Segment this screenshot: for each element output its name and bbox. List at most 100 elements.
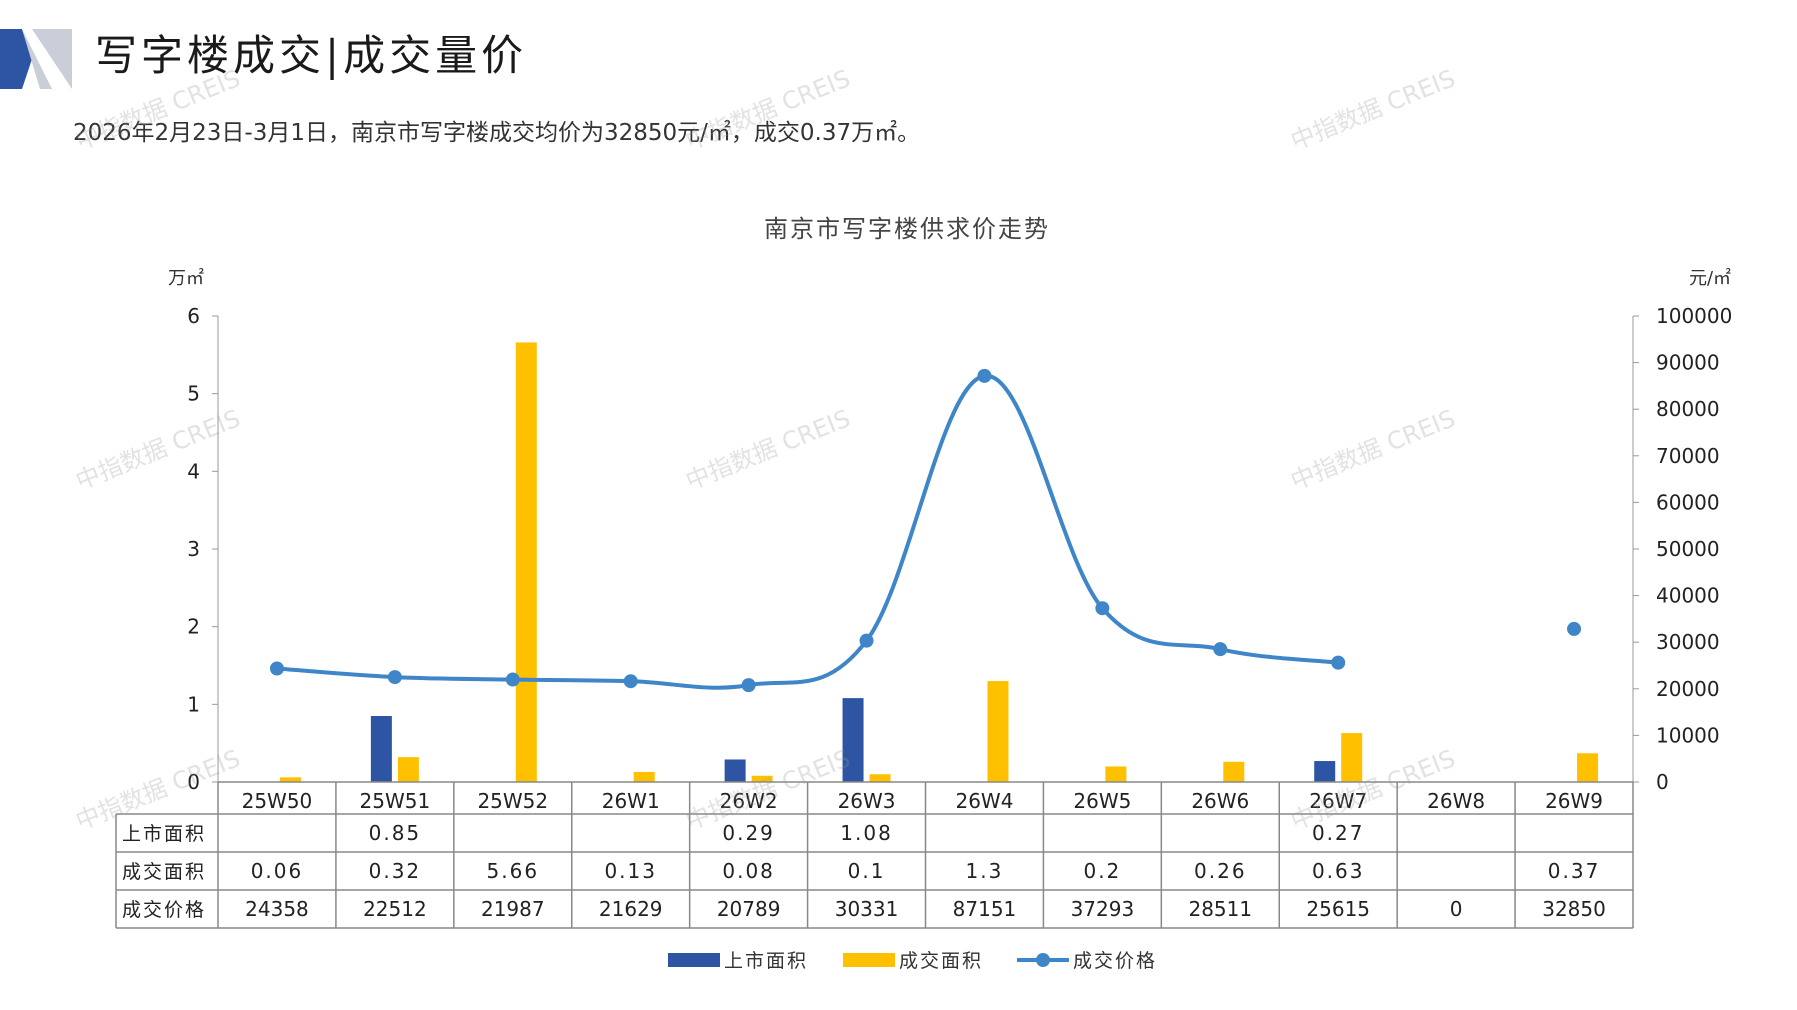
table-row-header: 上市面积	[122, 823, 206, 845]
y-right-tick-label: 100000	[1656, 304, 1732, 328]
accent-slash-shape	[22, 29, 72, 89]
bar-deal-26W9	[1577, 753, 1599, 782]
table-cell-value: 0.29	[722, 821, 775, 845]
table-cell-value: 0.06	[251, 859, 304, 883]
table-cell-value: 22512	[363, 897, 427, 921]
table-cell-value: 24358	[245, 897, 309, 921]
table-cell-value: 5.66	[487, 859, 540, 883]
price-point-25W52	[505, 672, 520, 687]
y-right-tick-label: 70000	[1656, 444, 1720, 468]
watermark: 中指数据 CREIS	[682, 404, 854, 495]
table-cell-value: 87151	[953, 897, 1017, 921]
y-right-tick-label: 20000	[1656, 677, 1720, 701]
y-left-tick-label: 5	[187, 382, 200, 406]
y-right-tick-label: 90000	[1656, 351, 1720, 375]
table-cell-value: 0.08	[722, 859, 775, 883]
table-cell-value: 25615	[1306, 897, 1370, 921]
y-left-tick-label: 2	[187, 615, 200, 639]
watermark: 中指数据 CREIS	[682, 64, 854, 155]
table-cell-value: 0.1	[848, 859, 886, 883]
y-left-tick-label: 1	[187, 692, 200, 716]
table-cell-value: 20789	[717, 897, 781, 921]
table-cell-value: 28511	[1188, 897, 1252, 921]
table-cell-value: 0.27	[1312, 821, 1365, 845]
table-cell-value: 32850	[1542, 897, 1606, 921]
x-tick-label: 25W52	[477, 789, 548, 813]
bar-supply-26W2	[724, 759, 746, 782]
bar-deal-25W51	[397, 757, 419, 782]
bar-deal-25W52	[515, 342, 537, 782]
legend-deal-label: 成交面积	[899, 950, 983, 972]
price-point-26W5	[1095, 601, 1110, 616]
table-cell-value: 30331	[835, 897, 899, 921]
x-tick-label: 26W5	[1073, 789, 1131, 813]
table-cell-value: 0.13	[604, 859, 657, 883]
x-tick-label: 26W4	[955, 789, 1013, 813]
table-row-header: 成交面积	[122, 861, 206, 883]
header: 写字楼成交|成交量价	[0, 0, 1797, 100]
bar-deal-26W1	[633, 771, 655, 782]
table-cell-value: 37293	[1071, 897, 1135, 921]
y-left-tick-label: 3	[187, 537, 200, 561]
y-right-tick-label: 50000	[1656, 537, 1720, 561]
bar-deal-26W3	[869, 774, 891, 782]
accent-dark-shape	[0, 29, 32, 89]
bar-supply-26W3	[842, 698, 864, 782]
x-tick-label: 25W50	[242, 789, 313, 813]
chart-title: 南京市写字楼供求价走势	[764, 215, 1050, 243]
x-tick-label: 26W6	[1191, 789, 1249, 813]
bar-deal-26W5	[1105, 766, 1127, 782]
x-tick-label: 26W8	[1427, 789, 1485, 813]
x-tick-label: 26W1	[602, 789, 660, 813]
table-cell-value: 21987	[481, 897, 545, 921]
legend-supply-swatch	[668, 953, 720, 967]
table-cell-value: 0.26	[1194, 859, 1247, 883]
summary-text: 2026年2月23日-3月1日，南京市写字楼成交均价为32850元/㎡，成交0.…	[73, 120, 921, 146]
table-cell-value: 0.2	[1083, 859, 1121, 883]
bar-deal-26W6	[1223, 761, 1245, 782]
table-cell-value: 0	[1450, 897, 1463, 921]
price-point-26W7	[1331, 655, 1346, 670]
bar-deal-25W50	[279, 777, 301, 782]
table-cell-value: 21629	[599, 897, 663, 921]
page-title: 写字楼成交|成交量价	[95, 31, 528, 80]
table-cell-value: 0.63	[1312, 859, 1365, 883]
table-cell-value: 1.3	[966, 859, 1004, 883]
price-point-25W50	[269, 661, 284, 676]
watermark: 中指数据 CREIS	[1287, 64, 1459, 155]
price-point-26W9	[1567, 621, 1582, 636]
y-right-tick-label: 40000	[1656, 584, 1720, 608]
header-accent-icon	[0, 29, 72, 89]
bar-supply-25W51	[370, 715, 392, 782]
y-left-tick-label: 6	[187, 304, 200, 328]
price-point-26W2	[741, 678, 756, 693]
table-cell-value: 1.08	[840, 821, 893, 845]
x-tick-label: 26W3	[838, 789, 896, 813]
legend-supply-label: 上市面积	[724, 950, 808, 972]
y-right-tick-label: 60000	[1656, 490, 1720, 514]
y-right-tick-label: 10000	[1656, 723, 1720, 747]
x-tick-label: 26W7	[1309, 789, 1367, 813]
x-tick-label: 26W2	[720, 789, 778, 813]
y-left-tick-label: 4	[187, 459, 200, 483]
table-row-header: 成交价格	[122, 899, 206, 921]
watermark: 中指数据 CREIS	[72, 64, 244, 155]
price-point-25W51	[387, 670, 402, 685]
table-cell-value: 0.85	[369, 821, 422, 845]
y-right-tick-label: 80000	[1656, 397, 1720, 421]
table-cell-value: 0.32	[369, 859, 422, 883]
x-tick-label: 26W9	[1545, 789, 1603, 813]
price-point-26W3	[859, 633, 874, 648]
y-right-unit: 元/㎡	[1689, 267, 1731, 289]
bar-deal-26W2	[751, 775, 773, 782]
bar-deal-26W7	[1341, 733, 1363, 782]
bar-supply-26W7	[1314, 761, 1336, 782]
y-left-unit: 万㎡	[168, 267, 204, 289]
legend-deal-swatch	[843, 953, 895, 967]
table-cell-value: 0.37	[1548, 859, 1601, 883]
price-point-26W6	[1213, 642, 1228, 657]
bar-deal-26W4	[987, 681, 1009, 782]
y-left-tick-label: 0	[187, 770, 200, 794]
y-right-tick-label: 30000	[1656, 630, 1720, 654]
